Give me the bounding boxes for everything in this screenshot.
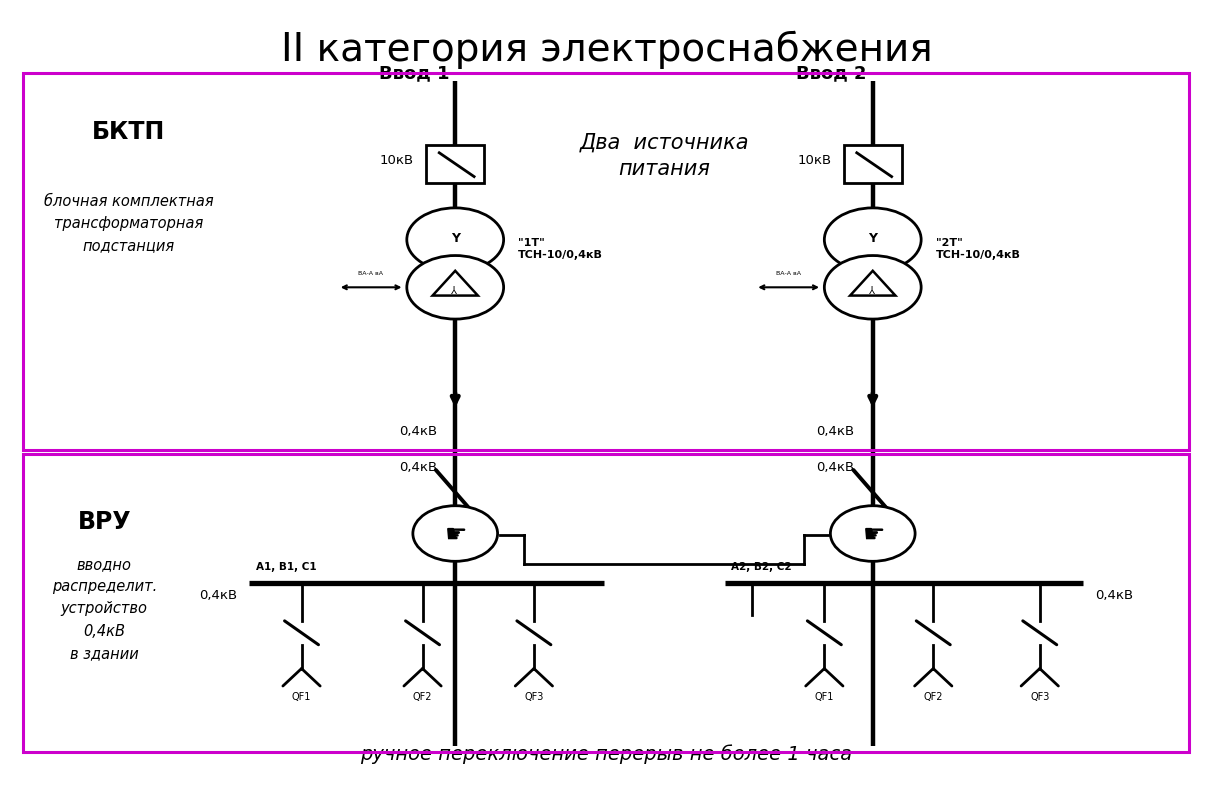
Circle shape xyxy=(412,506,497,561)
Text: вводно
распределит.
устройство
0,4кВ
в здании: вводно распределит. устройство 0,4кВ в з… xyxy=(52,557,156,661)
Text: QF1: QF1 xyxy=(815,693,835,702)
Text: 0,4кВ: 0,4кВ xyxy=(816,461,855,474)
Text: II категория электроснабжения: II категория электроснабжения xyxy=(280,31,933,69)
Text: Два  источника
питания: Два источника питания xyxy=(580,133,750,179)
Text: QF2: QF2 xyxy=(412,693,432,702)
Text: 0,4кВ: 0,4кВ xyxy=(1095,589,1134,602)
Bar xyxy=(844,145,901,183)
Text: ☛: ☛ xyxy=(862,523,885,547)
Text: "1Т"
ТСН-10/0,4кВ: "1Т" ТСН-10/0,4кВ xyxy=(518,238,603,260)
Text: Y: Y xyxy=(870,282,876,292)
Text: 10кВ: 10кВ xyxy=(380,154,414,167)
Circle shape xyxy=(406,256,503,319)
Circle shape xyxy=(831,506,915,561)
Text: QF2: QF2 xyxy=(923,693,943,702)
Text: QF3: QF3 xyxy=(1030,693,1049,702)
Text: 0,4кВ: 0,4кВ xyxy=(199,589,238,602)
Text: 0,4кВ: 0,4кВ xyxy=(816,426,855,438)
Circle shape xyxy=(825,256,921,319)
Text: А1, В1, С1: А1, В1, С1 xyxy=(256,562,317,571)
Text: ☛: ☛ xyxy=(445,523,468,547)
Text: QF1: QF1 xyxy=(292,693,312,702)
Text: БКТП: БКТП xyxy=(92,120,165,144)
Text: ВА-А вА: ВА-А вА xyxy=(775,271,801,277)
Text: 0,4кВ: 0,4кВ xyxy=(399,461,437,474)
Text: Ввод 1: Ввод 1 xyxy=(378,65,449,82)
Text: 0,4кВ: 0,4кВ xyxy=(399,426,437,438)
Text: блочная комплектная
трансформаторная
подстанция: блочная комплектная трансформаторная под… xyxy=(44,194,213,253)
Text: Y: Y xyxy=(451,232,460,245)
Text: ручное переключение перерыв не более 1 часа: ручное переключение перерыв не более 1 ч… xyxy=(360,744,853,764)
Circle shape xyxy=(825,208,921,272)
Text: Y: Y xyxy=(452,282,459,292)
Bar xyxy=(23,73,1189,450)
Text: "2Т"
ТСН-10/0,4кВ: "2Т" ТСН-10/0,4кВ xyxy=(935,238,1020,260)
Text: А2, В2, С2: А2, В2, С2 xyxy=(731,562,792,571)
Bar xyxy=(426,145,484,183)
Text: Ввод 2: Ввод 2 xyxy=(796,65,867,82)
Text: ВА-А вА: ВА-А вА xyxy=(358,271,383,277)
Text: QF3: QF3 xyxy=(524,693,543,702)
Bar xyxy=(23,454,1189,752)
Text: ВРУ: ВРУ xyxy=(78,509,131,534)
Circle shape xyxy=(406,208,503,272)
Text: 10кВ: 10кВ xyxy=(797,154,832,167)
Text: Y: Y xyxy=(869,232,877,245)
